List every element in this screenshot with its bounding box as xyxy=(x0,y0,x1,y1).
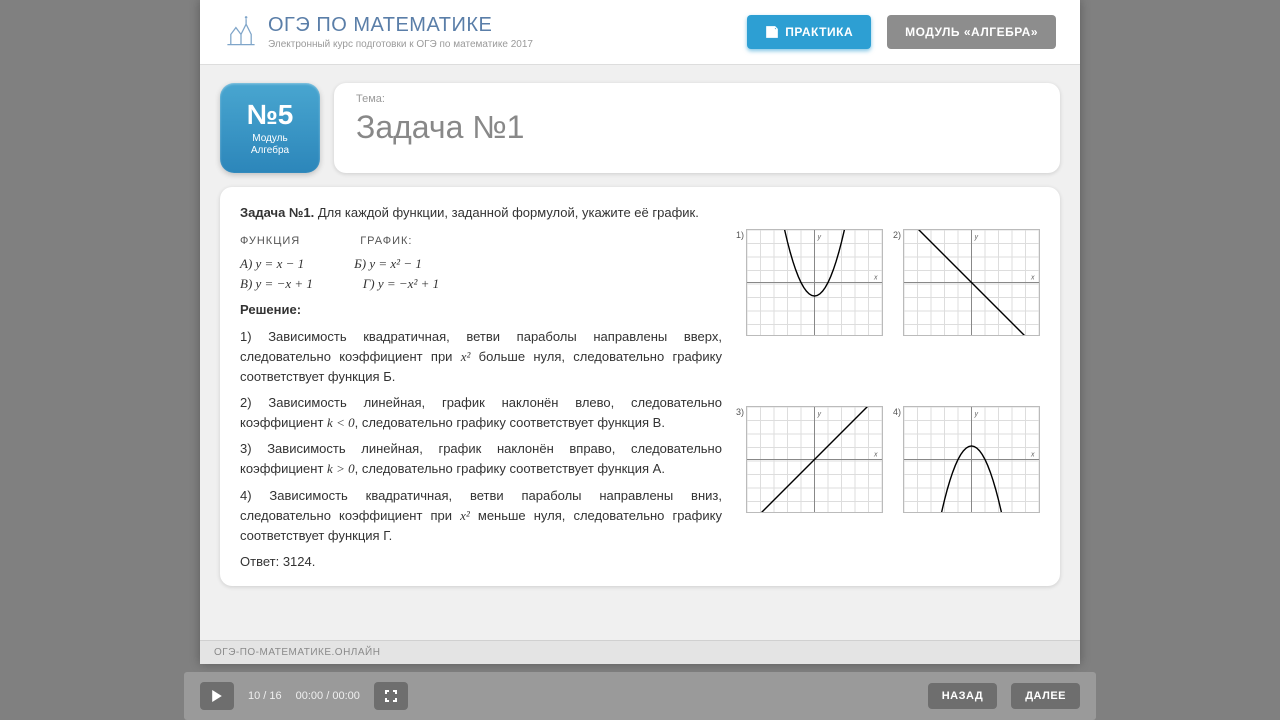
task-statement: Задача №1. Для каждой функции, заданной … xyxy=(240,203,1040,223)
brand-text: ОГЭ ПО МАТЕМАТИКЕ xyxy=(268,14,533,37)
play-icon xyxy=(211,690,223,702)
content-card: Задача №1. Для каждой функции, заданной … xyxy=(220,187,1060,586)
graph-svg: x y xyxy=(746,406,883,513)
module-button[interactable]: МОДУЛЬ «АЛГЕБРА» xyxy=(887,15,1056,49)
page-title: Задача №1 xyxy=(356,109,1038,146)
graph-line_up: 3) x y xyxy=(736,406,883,573)
answer: Ответ: 3124. xyxy=(240,552,722,572)
svg-text:y: y xyxy=(816,411,821,418)
back-button[interactable]: НАЗАД xyxy=(928,683,997,709)
graph-number: 1) xyxy=(736,229,744,243)
svg-text:y: y xyxy=(974,411,979,418)
fullscreen-icon xyxy=(385,690,397,702)
header: ОГЭ ПО МАТЕМАТИКЕ Электронный курс подго… xyxy=(200,0,1080,65)
svg-text:x: x xyxy=(873,451,878,458)
graph-parabola_down: 4) x y xyxy=(893,406,1040,573)
title-card: Тема: Задача №1 xyxy=(334,83,1060,173)
func-b: Б) y = x² − 1 xyxy=(354,254,422,274)
svg-text:x: x xyxy=(873,275,878,282)
graph-parabola_up: 1) x y xyxy=(736,229,883,396)
solution-paragraph: 4) Зависимость квадратичная, ветви параб… xyxy=(240,486,722,546)
graphs-label: ГРАФИК: xyxy=(360,233,412,250)
practice-icon xyxy=(765,25,779,39)
solution-paragraph: 3) Зависимость линейная, график наклонён… xyxy=(240,439,722,479)
svg-text:x: x xyxy=(1030,451,1035,458)
func-v: В) y = −x + 1 xyxy=(240,274,313,294)
graph-line_down: 2) x y xyxy=(893,229,1040,396)
solution-paragraph: 1) Зависимость квадратичная, ветви параб… xyxy=(240,327,722,387)
graph-number: 2) xyxy=(893,229,901,243)
func-g: Г) y = −x² + 1 xyxy=(363,274,439,294)
svg-text:y: y xyxy=(974,234,979,241)
func-a: А) y = x − 1 xyxy=(240,254,304,274)
graph-svg: x y xyxy=(746,229,883,336)
breadcrumb: ОГЭ-ПО-МАТЕМАТИКЕ.ОНЛАЙН xyxy=(200,640,1080,664)
brand-tagline: Электронный курс подготовки к ОГЭ по мат… xyxy=(268,39,533,50)
time-display: 00:00 / 00:00 xyxy=(296,690,360,702)
solution-heading: Решение: xyxy=(240,300,722,320)
graph-number: 4) xyxy=(893,406,901,420)
player-bar: 10 / 16 00:00 / 00:00 НАЗАД ДАЛЕЕ xyxy=(184,672,1096,720)
play-button[interactable] xyxy=(200,682,234,710)
solution-paragraph: 2) Зависимость линейная, график наклонён… xyxy=(240,393,722,433)
svg-text:y: y xyxy=(816,234,821,241)
topic-label: Тема: xyxy=(356,93,1038,105)
next-button[interactable]: ДАЛЕЕ xyxy=(1011,683,1080,709)
functions-label: ФУНКЦИЯ xyxy=(240,233,300,250)
task-number-badge: №5 МодульАлгебра xyxy=(220,83,320,173)
slide-position: 10 / 16 xyxy=(248,690,282,702)
svg-text:x: x xyxy=(1030,275,1035,282)
practice-button[interactable]: ПРАКТИКА xyxy=(747,15,871,49)
graph-number: 3) xyxy=(736,406,744,420)
logo-block: ОГЭ ПО МАТЕМАТИКЕ Электронный курс подго… xyxy=(224,14,731,50)
kremlin-logo-icon xyxy=(224,14,258,48)
graph-svg: x y xyxy=(903,406,1040,513)
fullscreen-button[interactable] xyxy=(374,682,408,710)
graph-svg: x y xyxy=(903,229,1040,336)
